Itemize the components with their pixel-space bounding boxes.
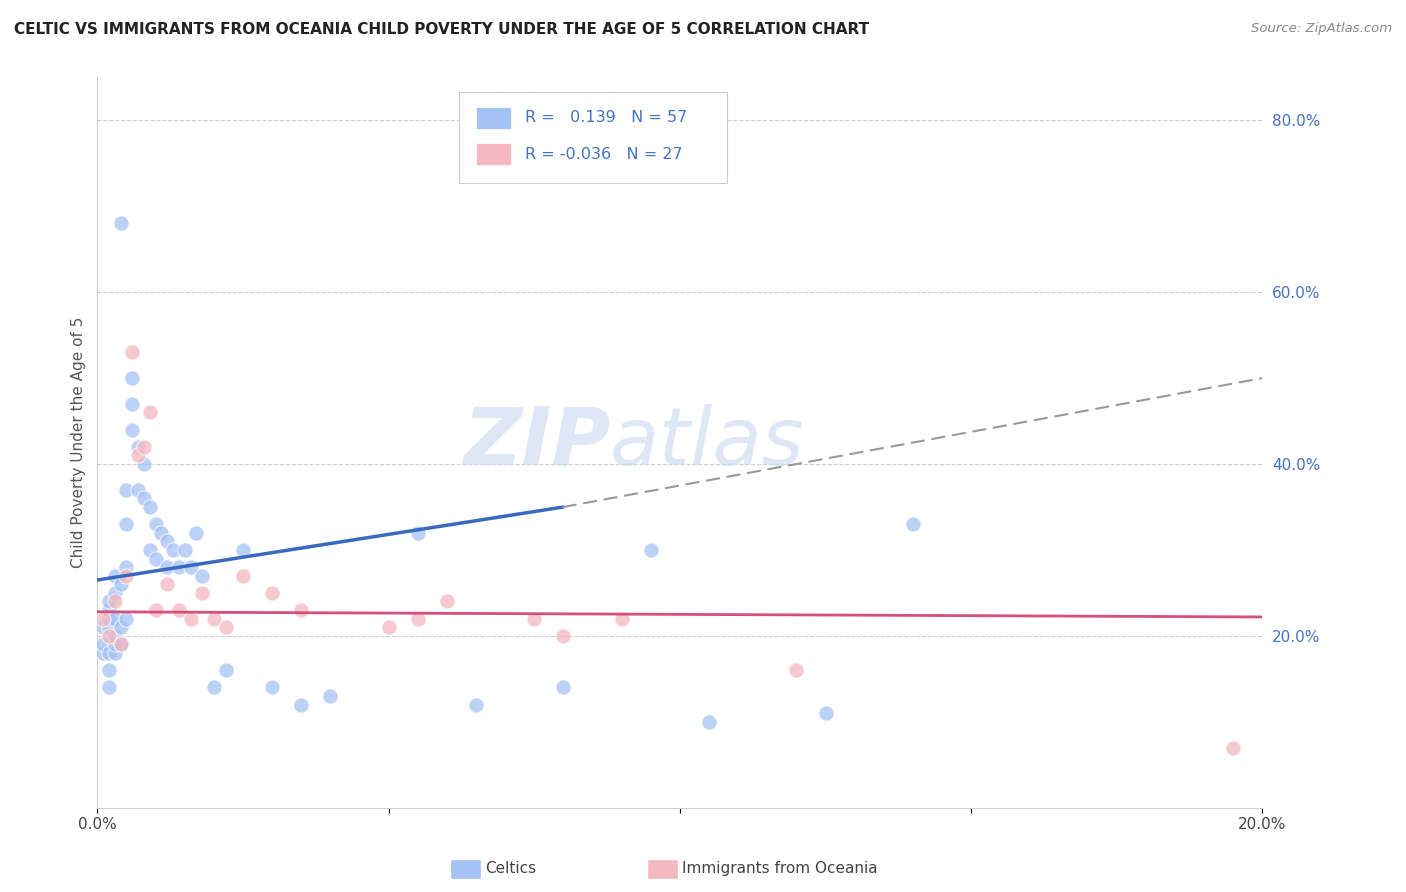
Point — [115, 612, 138, 626]
Point — [785, 663, 807, 677]
Bar — [477, 143, 510, 165]
Point — [115, 568, 138, 582]
Point — [145, 603, 167, 617]
Text: ZIP: ZIP — [463, 403, 610, 482]
Point — [214, 663, 236, 677]
Point — [115, 517, 138, 532]
Point — [553, 629, 575, 643]
FancyBboxPatch shape — [458, 92, 727, 184]
Point — [104, 586, 127, 600]
Point — [121, 345, 143, 359]
Point — [132, 457, 155, 471]
Text: R =   0.139   N = 57: R = 0.139 N = 57 — [524, 110, 688, 125]
Point — [104, 568, 127, 582]
Point — [139, 405, 162, 419]
Point — [1222, 740, 1244, 755]
Point — [91, 612, 114, 626]
Point — [145, 551, 167, 566]
Text: Celtics: Celtics — [485, 862, 536, 876]
Point — [202, 681, 225, 695]
Point — [377, 620, 399, 634]
Point — [202, 612, 225, 626]
Point — [180, 560, 202, 574]
Point — [156, 560, 179, 574]
Point — [523, 612, 546, 626]
Point — [104, 594, 127, 608]
Point — [98, 629, 121, 643]
Point — [214, 620, 236, 634]
Point — [104, 637, 127, 651]
Point — [406, 612, 429, 626]
Point — [173, 543, 195, 558]
Point — [436, 594, 458, 608]
Point — [115, 483, 138, 497]
Point — [191, 568, 214, 582]
Text: atlas: atlas — [610, 403, 804, 482]
Point — [104, 629, 127, 643]
Point — [232, 568, 254, 582]
Point — [262, 681, 284, 695]
Point — [145, 517, 167, 532]
Point — [110, 577, 132, 591]
Point — [115, 560, 138, 574]
Point — [406, 525, 429, 540]
Point — [110, 637, 132, 651]
Point — [91, 637, 114, 651]
Point — [98, 646, 121, 660]
Point — [290, 698, 312, 712]
Point — [98, 612, 121, 626]
Point — [110, 637, 132, 651]
Text: R = -0.036   N = 27: R = -0.036 N = 27 — [524, 146, 682, 161]
Point — [156, 534, 179, 549]
Point — [262, 586, 284, 600]
Point — [465, 698, 488, 712]
Point — [232, 543, 254, 558]
Point — [98, 663, 121, 677]
Point — [697, 714, 720, 729]
Point — [98, 603, 121, 617]
Point — [132, 491, 155, 506]
Point — [110, 620, 132, 634]
Point — [110, 217, 132, 231]
Point — [139, 543, 162, 558]
Point — [127, 483, 149, 497]
Point — [127, 440, 149, 454]
Bar — [477, 107, 510, 128]
Point — [121, 397, 143, 411]
Point — [553, 681, 575, 695]
Point — [814, 706, 837, 721]
Point — [167, 603, 190, 617]
Point — [98, 620, 121, 634]
Point — [139, 500, 162, 514]
Point — [150, 525, 173, 540]
Point — [91, 646, 114, 660]
Point — [191, 586, 214, 600]
Point — [640, 543, 662, 558]
Point — [162, 543, 184, 558]
Point — [127, 449, 149, 463]
Point — [319, 689, 342, 703]
Point — [180, 612, 202, 626]
Point — [104, 612, 127, 626]
Text: Source: ZipAtlas.com: Source: ZipAtlas.com — [1251, 22, 1392, 36]
Y-axis label: Child Poverty Under the Age of 5: Child Poverty Under the Age of 5 — [72, 317, 86, 568]
Point — [132, 440, 155, 454]
Point — [156, 577, 179, 591]
Point — [901, 517, 924, 532]
Point — [121, 423, 143, 437]
Text: Immigrants from Oceania: Immigrants from Oceania — [682, 862, 877, 876]
Point — [610, 612, 633, 626]
Point — [98, 594, 121, 608]
Point — [104, 646, 127, 660]
Point — [91, 620, 114, 634]
Point — [186, 525, 208, 540]
Point — [121, 371, 143, 385]
Point — [290, 603, 312, 617]
Point — [167, 560, 190, 574]
Point — [98, 681, 121, 695]
Text: CELTIC VS IMMIGRANTS FROM OCEANIA CHILD POVERTY UNDER THE AGE OF 5 CORRELATION C: CELTIC VS IMMIGRANTS FROM OCEANIA CHILD … — [14, 22, 869, 37]
